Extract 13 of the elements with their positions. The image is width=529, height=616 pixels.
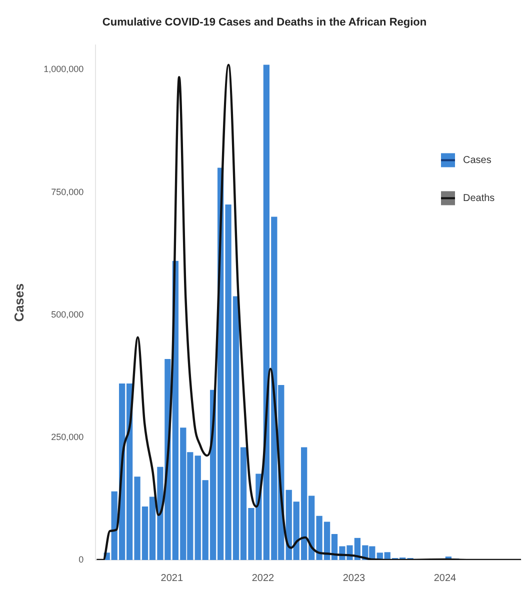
y-tick-label: 750,000: [51, 186, 84, 197]
legend-label: Deaths: [463, 192, 495, 204]
y-tick-label: 250,000: [51, 432, 84, 442]
x-tick-label: 2021: [160, 572, 184, 584]
y-tick-label: 0: [78, 554, 84, 564]
y-tick-label: 500,000: [51, 309, 84, 320]
y-axis-title: Cases: [11, 283, 26, 322]
chart-title: Cumulative COVID-19 Cases and Deaths in the African Region: [102, 16, 427, 29]
x-tick-label: 2023: [342, 572, 366, 584]
x-tick-label: 2022: [252, 572, 274, 584]
x-tick-label: 2024: [434, 572, 457, 584]
legend-label: Cases: [463, 154, 492, 166]
y-tick-label: 1,000,000: [44, 64, 84, 74]
